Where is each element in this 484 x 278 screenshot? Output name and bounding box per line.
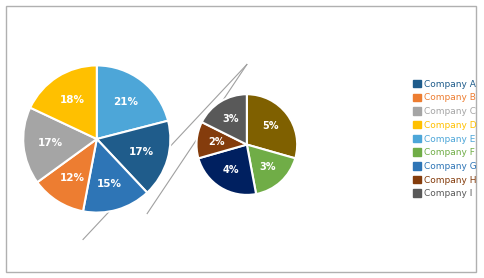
Text: 2%: 2% <box>209 137 225 147</box>
Legend: Company A, Company B, Company C, Company D, Company E, Company F, Company G, Com: Company A, Company B, Company C, Company… <box>412 80 477 198</box>
Wedge shape <box>83 139 147 213</box>
Text: 5%: 5% <box>263 121 279 131</box>
Wedge shape <box>247 145 295 194</box>
Wedge shape <box>202 94 247 145</box>
Text: 3%: 3% <box>259 162 275 172</box>
Wedge shape <box>23 108 97 182</box>
Wedge shape <box>197 122 247 158</box>
Wedge shape <box>97 65 168 139</box>
Wedge shape <box>198 145 256 195</box>
Text: 4%: 4% <box>223 165 239 175</box>
Text: 3%: 3% <box>223 114 239 124</box>
Wedge shape <box>97 121 170 193</box>
Text: 21%: 21% <box>113 97 138 107</box>
Wedge shape <box>37 139 97 211</box>
Text: 17%: 17% <box>129 147 154 157</box>
Wedge shape <box>30 65 97 139</box>
Text: 12%: 12% <box>60 173 85 183</box>
Text: 18%: 18% <box>60 95 85 105</box>
Text: 17%: 17% <box>38 138 63 148</box>
Text: 15%: 15% <box>97 178 122 188</box>
Wedge shape <box>247 94 297 158</box>
